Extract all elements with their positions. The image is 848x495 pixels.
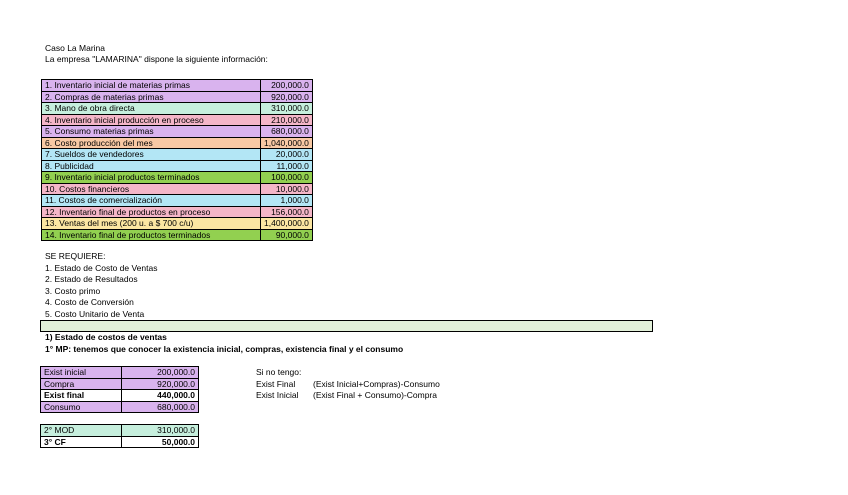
table-row: 2. Compras de materias primas 920,000.0 bbox=[41, 90, 313, 103]
table-row: Compra 920,000.0 bbox=[40, 377, 199, 390]
row-label[interactable]: 12. Inventario final de productos en pro… bbox=[41, 205, 261, 218]
row-value[interactable]: 20,000.0 bbox=[260, 148, 313, 161]
row-value[interactable]: 10,000.0 bbox=[260, 182, 313, 195]
table-row: 4. Inventario inicial producción en proc… bbox=[41, 113, 313, 126]
row-label[interactable]: Exist final bbox=[40, 389, 122, 402]
row-value[interactable]: 920,000.0 bbox=[260, 90, 313, 103]
requirement-item: 3. Costo primo bbox=[45, 285, 101, 296]
row-value[interactable]: 50,000.0 bbox=[121, 435, 199, 448]
table-row: 13. Ventas del mes (200 u. a $ 700 c/u) 1… bbox=[41, 217, 313, 230]
row-label[interactable]: 3. Mano de obra directa bbox=[41, 102, 261, 115]
table-row: 14. Inventario final de productos termin… bbox=[41, 228, 313, 241]
table-row: Consumo 680,000.0 bbox=[40, 400, 199, 413]
section-divider-band bbox=[40, 320, 653, 332]
row-value[interactable]: 100,000.0 bbox=[260, 171, 313, 184]
row-value[interactable]: 1,040,000.0 bbox=[260, 136, 313, 149]
table-row: 8. Publicidad 11,000.0 bbox=[41, 159, 313, 172]
row-value[interactable]: 1,400,000.0 bbox=[260, 217, 313, 230]
requirement-item: 1. Estado de Costo de Ventas bbox=[45, 262, 158, 273]
table-row: Exist inicial 200,000.0 bbox=[40, 366, 199, 379]
table-row: 5. Consumo materias primas 680,000.0 bbox=[41, 125, 313, 138]
table-row: 9. Inventario inicial productos terminad… bbox=[41, 171, 313, 184]
note-formula: (Exist Inicial+Compras)-Consumo bbox=[313, 378, 440, 389]
row-value[interactable]: 11,000.0 bbox=[260, 159, 313, 172]
section-title: 1) Estado de costos de ventas bbox=[45, 332, 167, 342]
row-label[interactable]: 9. Inventario inicial productos terminad… bbox=[41, 171, 261, 184]
row-value[interactable]: 210,000.0 bbox=[260, 113, 313, 126]
row-value[interactable]: 680,000.0 bbox=[260, 125, 313, 138]
row-value[interactable]: 90,000.0 bbox=[260, 228, 313, 241]
table-row: 10. Costos financieros 10,000.0 bbox=[41, 182, 313, 195]
note-term: Exist Inicial bbox=[256, 390, 299, 400]
case-title: Caso La Marina bbox=[45, 43, 106, 53]
row-label[interactable]: 8. Publicidad bbox=[41, 159, 261, 172]
row-label[interactable]: 10. Costos financieros bbox=[41, 182, 261, 195]
information-table: 1. Inventario inicial de materias primas… bbox=[41, 79, 313, 241]
table-row: 3° CF 50,000.0 bbox=[40, 435, 199, 448]
table-row: 6. Costo producción del mes 1,040,000.0 bbox=[41, 136, 313, 149]
requirement-item: 2. Estado de Resultados bbox=[45, 274, 138, 284]
row-label[interactable]: 7. Sueldos de vendedores bbox=[41, 148, 261, 161]
requirement-item: 4. Costo de Conversión bbox=[45, 297, 134, 307]
case-intro: La empresa "LAMARINA" dispone la siguien… bbox=[45, 54, 268, 64]
row-value[interactable]: 1,000.0 bbox=[260, 194, 313, 207]
row-label[interactable]: Consumo bbox=[40, 400, 122, 413]
materia-prima-table: Exist inicial 200,000.0 Compra 920,000.0 Exi… bbox=[40, 366, 199, 413]
requirements-heading: SE REQUIERE: bbox=[45, 251, 106, 261]
row-label[interactable]: 6. Costo producción del mes bbox=[41, 136, 261, 149]
row-value[interactable]: 310,000.0 bbox=[260, 102, 313, 115]
row-label[interactable]: 2. Compras de materias primas bbox=[41, 90, 261, 103]
row-label[interactable]: 5. Consumo materias primas bbox=[41, 125, 261, 138]
requirement-item: 5. Costo Unitario de Venta bbox=[45, 308, 145, 319]
row-label[interactable]: 11. Costos de comercialización bbox=[41, 194, 261, 207]
row-label[interactable]: 4. Inventario inicial producción en proc… bbox=[41, 113, 261, 126]
row-label[interactable]: Compra bbox=[40, 377, 122, 390]
row-value[interactable]: 440,000.0 bbox=[121, 389, 199, 402]
mod-cf-table: 2° MOD 310,000.0 3° CF 50,000.0 bbox=[40, 424, 199, 448]
row-value[interactable]: 920,000.0 bbox=[121, 377, 199, 390]
row-value[interactable]: 200,000.0 bbox=[260, 79, 313, 92]
row-value[interactable]: 156,000.0 bbox=[260, 205, 313, 218]
row-label[interactable]: 1. Inventario inicial de materias primas bbox=[41, 79, 261, 92]
table-row: 7. Sueldos de vendedores 20,000.0 bbox=[41, 148, 313, 161]
row-label[interactable]: 13. Ventas del mes (200 u. a $ 700 c/u) bbox=[41, 217, 261, 230]
note-term: Exist Final bbox=[256, 378, 296, 389]
row-label[interactable]: 2° MOD bbox=[40, 424, 122, 437]
table-row: 2° MOD 310,000.0 bbox=[40, 424, 199, 437]
table-row: 12. Inventario final de productos en pro… bbox=[41, 205, 313, 218]
table-row: 1. Inventario inicial de materias primas… bbox=[41, 79, 313, 92]
row-label[interactable]: 14. Inventario final de productos termin… bbox=[41, 228, 261, 241]
table-row: Exist final 440,000.0 bbox=[40, 389, 199, 402]
row-value[interactable]: 310,000.0 bbox=[121, 424, 199, 437]
table-row: 11. Costos de comercialización 1,000.0 bbox=[41, 194, 313, 207]
section-subtitle: 1° MP: tenemos que conocer la existencia… bbox=[45, 344, 404, 354]
row-label[interactable]: Exist inicial bbox=[40, 366, 122, 379]
row-label[interactable]: 3° CF bbox=[40, 435, 122, 448]
notes-heading: Si no tengo: bbox=[256, 367, 302, 377]
table-row: 3. Mano de obra directa 310,000.0 bbox=[41, 102, 313, 115]
row-value[interactable]: 680,000.0 bbox=[121, 400, 199, 413]
row-value[interactable]: 200,000.0 bbox=[121, 366, 199, 379]
note-formula: (Exist Final + Consumo)-Compra bbox=[313, 390, 437, 400]
